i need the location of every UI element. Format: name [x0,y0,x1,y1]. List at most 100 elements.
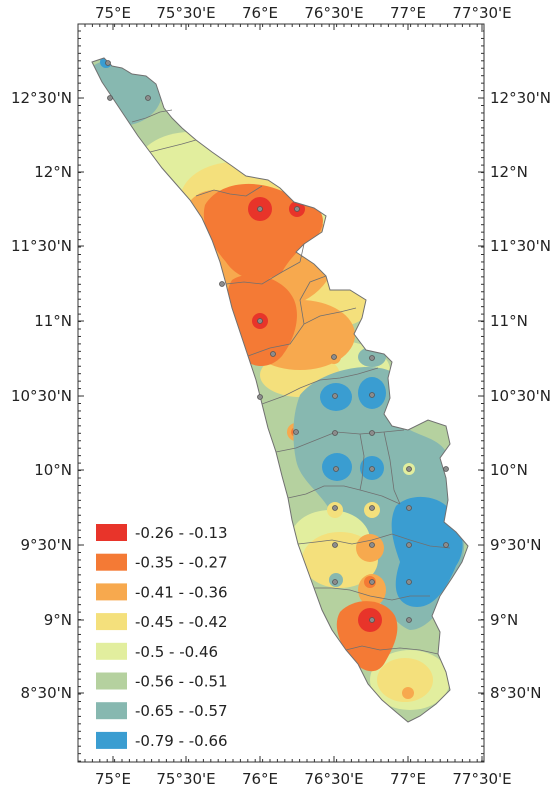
station-dot [369,579,375,585]
zone-yellow-south-2 [377,658,433,702]
y-tick-label-left: 10°N [34,461,72,479]
y-axis-right: 12°30'N 12°N 11°30'N 11°N 10°30'N 10°N 9°30'N 9… [478,89,551,702]
station-dot [406,617,412,623]
station-dot [369,430,375,436]
x-axis-top: 75°E 75°30'E 76°E 76°30'E 77°E 77°30'E [95,4,512,30]
y-axis-left: 12°30'N 12°N 11°30'N 11°N 10°30'N 10°N 9°30'N 9… [11,89,84,702]
legend-label: -0.5 - -0.46 [135,643,218,661]
x-tick-label-top: 77°30'E [452,4,511,22]
x-tick-label-top: 77°E [390,4,426,22]
y-tick-label-left: 9°30'N [21,536,72,554]
legend-label: -0.26 - -0.13 [135,524,228,542]
legend-swatch [96,702,127,720]
legend-label: -0.35 - -0.27 [135,554,228,572]
station-dot [333,466,339,472]
station-dot [369,542,375,548]
legend-item: -0.5 - -0.46 [96,642,218,661]
station-dot [257,206,263,212]
y-tick-label-left: 8°30'N [21,684,72,702]
station-dot [369,617,375,623]
y-tick-label-right: 9°N [490,611,518,629]
zone-lorange-south-1 [356,534,384,562]
x-tick-label-top: 75°E [95,4,131,22]
legend-item: -0.26 - -0.13 [96,524,228,542]
y-tick-label-right: 10°30'N [490,387,551,405]
station-dot [105,60,111,66]
x-tick-label-bottom: 75°30'E [156,770,215,788]
legend-swatch [96,731,127,749]
y-tick-label-right: 12°30'N [490,89,551,107]
map-frame [77,23,485,763]
station-dot [332,393,338,399]
station-dot [107,95,113,101]
x-tick-label-top: 76°30'E [304,4,363,22]
x-tick-label-bottom: 75°E [95,770,131,788]
station-dot [406,505,412,511]
y-tick-label-left: 9°N [44,611,72,629]
station-dot [331,354,337,360]
legend-swatch [96,613,127,631]
x-tick-label-top: 75°30'E [156,4,215,22]
minor-ticks [78,24,484,762]
legend-swatch [96,583,127,601]
legend-label: -0.65 - -0.57 [135,702,228,720]
x-tick-label-bottom: 77°30'E [452,770,511,788]
y-tick-label-left: 11°30'N [11,237,72,255]
legend-swatch [96,553,127,571]
x-axis-bottom: 75°E 75°30'E 76°E 76°30'E 77°E 77°30'E [95,756,512,788]
y-tick-label-right: 9°30'N [490,536,541,554]
legend-label: -0.79 - -0.66 [135,732,228,750]
station-dot [443,466,449,472]
legend-item: -0.56 - -0.51 [96,672,228,691]
station-dot [257,318,263,324]
y-tick-label-left: 12°30'N [11,89,72,107]
legend-swatch [96,672,127,690]
y-tick-label-right: 8°30'N [490,684,541,702]
legend-label: -0.45 - -0.42 [135,613,228,631]
station-dot [369,505,375,511]
legend-label: -0.56 - -0.51 [135,673,228,691]
zone-north-teal [92,58,162,126]
station-dot [332,505,338,511]
station-dot [332,579,338,585]
station-dot [332,430,338,436]
legend-item: -0.65 - -0.57 [96,702,228,720]
station-dot [332,542,338,548]
station-dot [406,466,412,472]
y-tick-label-right: 11°N [490,312,528,330]
y-tick-label-right: 11°30'N [490,237,551,255]
station-dot [145,95,151,101]
zone-orange-south [336,601,398,672]
y-tick-label-left: 10°30'N [11,387,72,405]
legend-item: -0.35 - -0.27 [96,553,228,572]
station-dot [294,206,300,212]
legend: -0.26 - -0.13 -0.35 - -0.27 -0.41 - -0.36 -… [96,524,228,750]
station-dot [369,466,375,472]
station-dot [443,542,449,548]
y-tick-label-left: 11°N [34,312,72,330]
legend-label: -0.41 - -0.36 [135,583,228,601]
station-dot [406,542,412,548]
station-dot [257,394,263,400]
kerala-state [92,58,468,722]
x-tick-label-bottom: 77°E [390,770,426,788]
legend-item: -0.79 - -0.66 [96,731,228,750]
station-dot [270,351,276,357]
zone-lorange-south-3 [402,687,414,699]
station-dot [293,429,299,435]
legend-swatch [96,642,127,660]
zone-base [92,58,468,722]
y-tick-label-left: 12°N [34,163,72,181]
legend-item: -0.41 - -0.36 [96,583,228,601]
weather-stations [105,60,449,623]
x-tick-label-bottom: 76°E [242,770,278,788]
x-tick-label-top: 76°E [242,4,278,22]
y-tick-label-right: 12°N [490,163,528,181]
station-dot [369,355,375,361]
legend-item: -0.45 - -0.42 [96,613,228,631]
station-dot [369,392,375,398]
y-tick-label-right: 10°N [490,461,528,479]
station-dot [406,579,412,585]
zone-blue-5 [391,496,463,607]
